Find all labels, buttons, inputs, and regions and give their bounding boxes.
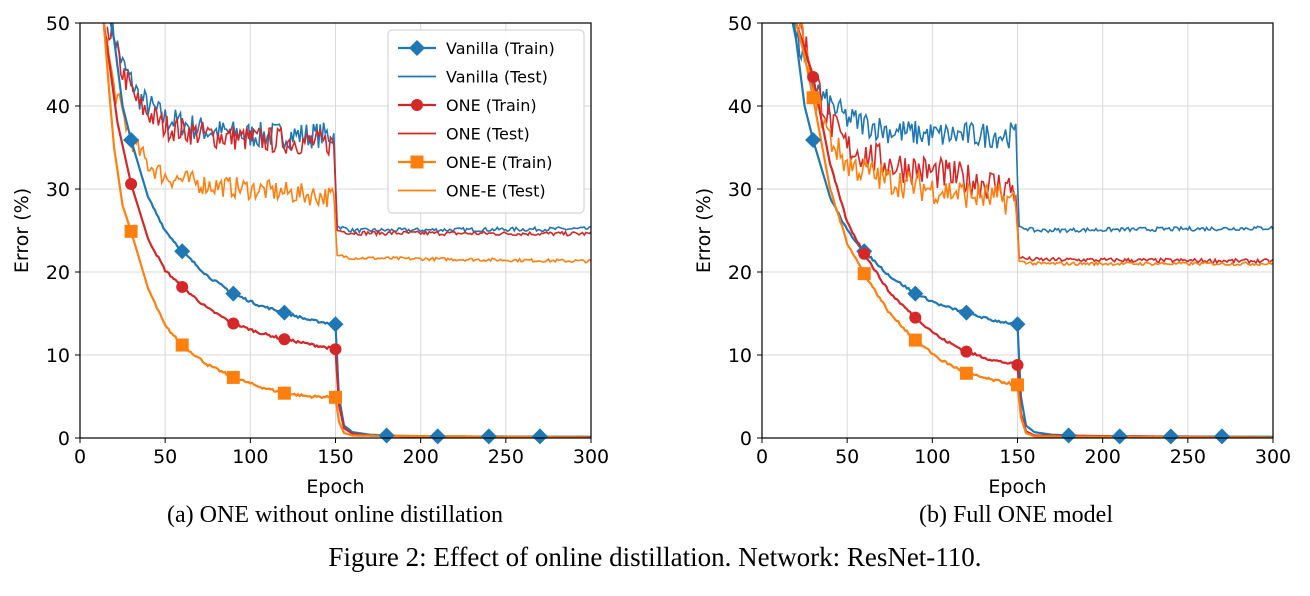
series-vanilla-test-line <box>792 23 1273 234</box>
y-axis-label: Error (%) <box>693 188 715 273</box>
x-tick-label: 250 <box>1170 446 1206 468</box>
y-tick-label: 10 <box>46 345 70 367</box>
x-tick-label: 200 <box>1085 446 1121 468</box>
series-one-train-marker <box>125 178 138 191</box>
chart-panel-a: 0 50 100 150 200 250 300 0 10 20 30 40 50 Epoch Error … <box>11 13 609 528</box>
x-tick-label: 0 <box>756 446 768 468</box>
series-one-test-line <box>106 26 591 237</box>
legend-label: Vanilla (Train) <box>446 39 555 58</box>
y-tick-label: 30 <box>46 179 70 201</box>
y-tick-label: 0 <box>58 428 70 450</box>
y-tick-label: 50 <box>46 13 70 35</box>
series-vanilla-train-marker <box>1162 428 1179 445</box>
series-one-e-train-marker <box>175 338 189 352</box>
series-group <box>791 23 1273 438</box>
series-vanilla-train-marker <box>429 428 446 445</box>
series-one-train-marker <box>909 311 922 324</box>
series-vanilla-train-marker <box>327 316 344 333</box>
x-tick-label: 100 <box>914 446 950 468</box>
legend-label: Vanilla (Test) <box>446 68 548 87</box>
series-vanilla-train-marker <box>276 304 293 321</box>
legend-label: ONE (Train) <box>446 96 537 115</box>
series-one-train-marker <box>807 70 820 83</box>
legend-marker <box>410 155 424 169</box>
series-one-e-test-line <box>103 27 591 264</box>
x-axis-label: Epoch <box>988 476 1046 498</box>
figure-caption: Figure 2: Effect of online distillation.… <box>328 542 982 572</box>
series-vanilla-train-marker <box>1009 316 1026 333</box>
series-one-e-train-line <box>795 23 1273 438</box>
series-one-test-line <box>798 23 1273 265</box>
series-vanilla-train-marker <box>174 243 191 260</box>
y-tick-label: 40 <box>728 96 752 118</box>
series-one-e-train-marker <box>857 267 871 281</box>
y-tick-label: 20 <box>46 262 70 284</box>
y-tick-label: 50 <box>728 13 752 35</box>
y-axis-label: Error (%) <box>11 188 33 273</box>
series-one-e-train-marker <box>959 366 973 380</box>
x-tick-label: 200 <box>403 446 439 468</box>
panel-caption: (a) ONE without online distillation <box>167 502 503 528</box>
series-vanilla-train-marker <box>1111 428 1128 445</box>
series-one-e-test-line <box>798 23 1273 267</box>
y-tick-label: 10 <box>728 345 752 367</box>
series-vanilla-test-line <box>109 23 591 235</box>
legend-label: ONE (Test) <box>446 125 530 144</box>
series-vanilla-train-marker <box>378 427 395 444</box>
series-vanilla-train-marker <box>958 304 975 321</box>
series-one-e-train-marker <box>1011 378 1024 392</box>
x-tick-label: 50 <box>835 446 859 468</box>
series-vanilla-train-marker <box>531 428 548 445</box>
x-axis-label: Epoch <box>306 476 364 498</box>
x-tick-label: 250 <box>488 446 524 468</box>
panel-caption: (b) Full ONE model <box>919 502 1113 528</box>
series-one-train-marker <box>227 317 240 330</box>
x-tick-label: 150 <box>317 446 353 468</box>
y-tick-label: 20 <box>728 262 752 284</box>
y-tick-label: 30 <box>728 179 752 201</box>
y-tick-label: 0 <box>740 428 752 450</box>
series-vanilla-train-marker <box>123 132 140 149</box>
x-tick-label: 150 <box>999 446 1035 468</box>
series-one-e-train-marker <box>226 370 240 384</box>
series-one-train-marker <box>176 280 189 293</box>
legend-label: ONE-E (Train) <box>446 153 553 172</box>
legend-marker <box>409 40 425 56</box>
y-tick-label: 40 <box>46 96 70 118</box>
series-one-train-marker <box>960 345 973 358</box>
legend-box <box>387 29 585 214</box>
x-tick-label: 300 <box>573 446 609 468</box>
legend-label: ONE-E (Test) <box>446 182 546 201</box>
x-tick-label: 100 <box>232 446 268 468</box>
series-one-e-train-marker <box>908 333 922 347</box>
series-vanilla-train-marker <box>907 285 924 302</box>
series-one-e-train-marker <box>277 386 291 400</box>
series-one-train-marker <box>329 343 342 356</box>
series-one-e-train-marker <box>124 224 138 238</box>
x-tick-label: 50 <box>153 446 177 468</box>
series-one-train-marker <box>1011 358 1024 371</box>
series-one-e-train-marker <box>806 91 820 105</box>
series-one-train-marker <box>858 247 871 260</box>
series-vanilla-train-marker <box>805 132 822 149</box>
series-vanilla-train-marker <box>1060 427 1077 444</box>
chart-panel-b: 0 50 100 150 200 250 300 0 10 20 30 40 50 Epoch Error … <box>693 13 1291 528</box>
series-one-e-train-marker <box>329 390 342 404</box>
legend-marker <box>411 99 423 111</box>
legend: Vanilla (Train) Vanilla (Test) ONE (Train)… <box>387 29 585 214</box>
series-vanilla-train-marker <box>480 428 497 445</box>
series-vanilla-train-marker <box>1213 428 1230 445</box>
series-one-train-marker <box>278 333 291 346</box>
x-tick-label: 0 <box>74 446 86 468</box>
series-vanilla-train-marker <box>225 285 242 302</box>
x-tick-label: 300 <box>1255 446 1291 468</box>
